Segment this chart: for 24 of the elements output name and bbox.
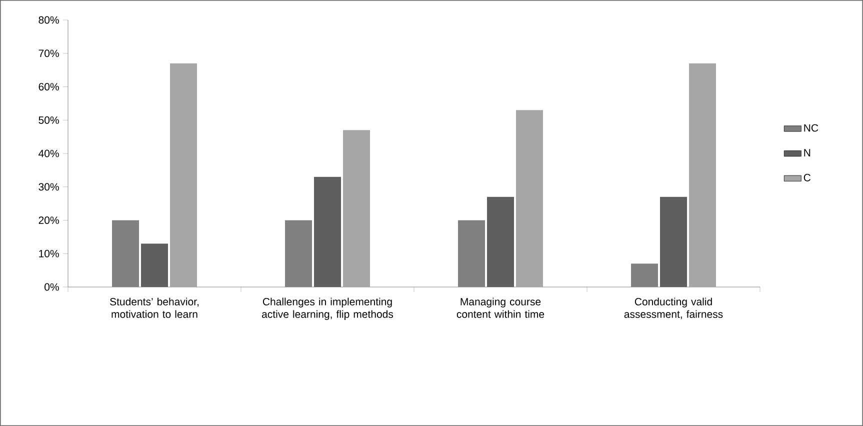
bar [285,220,312,287]
x-tick-label: Challenges in implementing active learning, flip methods [262,298,394,320]
legend-label: N [804,149,810,156]
y-tick-label: 10% [39,250,59,258]
y-tick-label: 50% [38,116,59,124]
bar [112,220,140,287]
bar [631,264,658,287]
x-tick-label: Conducting valid assessment, fairness [624,298,723,320]
bar [170,63,197,287]
legend-label: C [804,174,811,182]
x-tick-label: Managing course content within time [456,298,544,318]
y-tick-label: 0% [44,283,59,291]
y-tick-label: 30% [38,183,59,191]
bar [458,220,486,287]
x-tick-label: Students’ behavior, motivation to learn [110,298,198,318]
bar [689,63,716,287]
y-tick-label: 20% [38,216,59,224]
bar [342,130,370,287]
y-tick-label: 80% [38,16,59,24]
legend-label: NC [804,124,818,132]
y-tick-label: 60% [38,83,59,90]
bar [516,110,543,287]
y-tick-label: 70% [38,50,59,58]
y-tick-label: 40% [38,150,59,158]
